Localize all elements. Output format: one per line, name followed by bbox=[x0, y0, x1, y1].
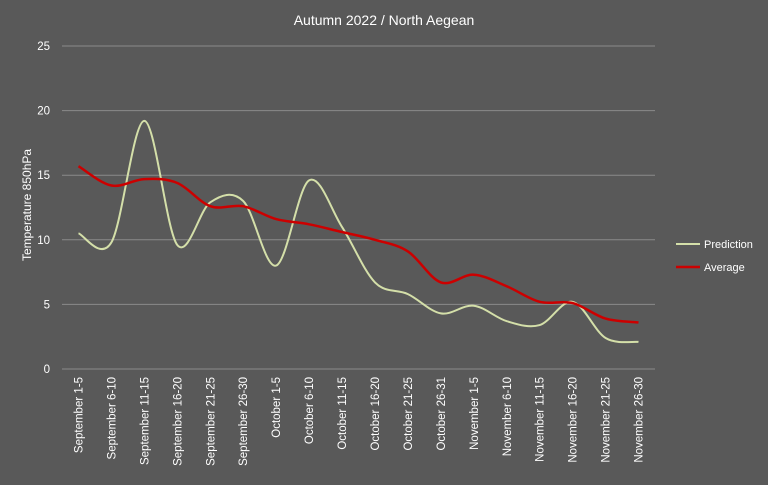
chart-title: Autumn 2022 / North Aegean bbox=[294, 12, 475, 28]
x-tick-label: September 11-15 bbox=[139, 377, 151, 465]
x-tick-label: October 26-31 bbox=[436, 377, 448, 451]
y-tick-label: 10 bbox=[37, 235, 50, 247]
x-tick-label: September 6-10 bbox=[106, 377, 118, 459]
x-tick-label: November 16-20 bbox=[568, 377, 580, 463]
x-tick-label: September 1-5 bbox=[73, 377, 85, 453]
x-tick-label: October 6-10 bbox=[304, 377, 316, 444]
x-tick-label: September 16-20 bbox=[172, 377, 184, 466]
y-tick-labels: 0 5 10 15 20 25 bbox=[37, 41, 50, 376]
x-tick-label: November 11-15 bbox=[535, 377, 547, 462]
x-tick-label: October 21-25 bbox=[403, 377, 415, 451]
x-tick-labels: September 1-5 September 6-10 September 11-… bbox=[73, 377, 645, 466]
gridlines bbox=[62, 45, 655, 370]
series-line-prediction bbox=[77, 119, 639, 344]
x-tick-label: November 21-25 bbox=[601, 377, 613, 463]
legend-label-prediction: Prediction bbox=[704, 239, 753, 251]
legend-label-average: Average bbox=[704, 262, 745, 274]
y-tick-label: 25 bbox=[37, 41, 50, 53]
x-tick-label: November 6-10 bbox=[502, 377, 514, 456]
x-tick-label: November 1-5 bbox=[469, 377, 481, 450]
x-tick-label: October 16-20 bbox=[370, 377, 382, 451]
x-tick-label: October 1-5 bbox=[271, 377, 283, 438]
series-line-average bbox=[77, 165, 639, 324]
y-tick-label: 5 bbox=[44, 299, 50, 311]
y-axis-label: Temperature 850hPa bbox=[20, 149, 34, 261]
x-tick-label: September 21-25 bbox=[205, 377, 217, 466]
legend: Prediction Average bbox=[676, 239, 753, 274]
x-tick-label: September 26-30 bbox=[238, 377, 250, 466]
y-tick-label: 15 bbox=[37, 170, 50, 182]
y-tick-label: 20 bbox=[37, 106, 50, 118]
x-tick-label: October 11-15 bbox=[337, 377, 349, 450]
series-lines bbox=[77, 119, 639, 344]
x-tick-label: November 26-30 bbox=[634, 377, 646, 463]
y-tick-label: 0 bbox=[44, 364, 50, 376]
